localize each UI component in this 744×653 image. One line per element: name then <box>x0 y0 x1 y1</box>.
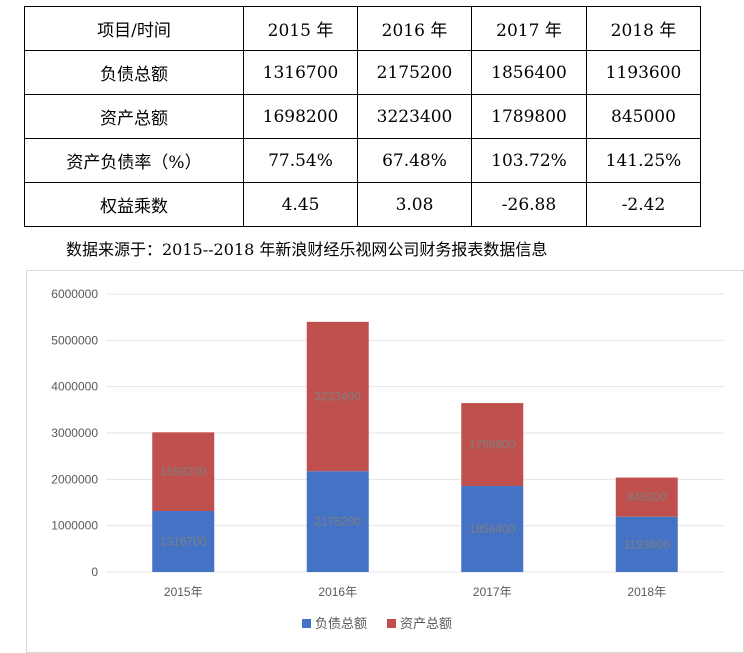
table-cell: 141.25% <box>586 138 701 183</box>
table-cell: 2018 年 <box>586 6 701 51</box>
y-tick-label: 2000000 <box>51 472 98 486</box>
x-tick-label: 2018年 <box>627 585 666 599</box>
data-label: 1193600 <box>624 537 670 551</box>
bar-segment <box>306 471 369 572</box>
table-row: 资产总额 1698200 3223400 1789800 845000 <box>24 94 701 139</box>
table-cell: 3.08 <box>357 182 472 227</box>
bar-segment <box>615 516 678 572</box>
financial-table: 项目/时间 2015 年 2016 年 2017 年 2018 年负债总额 1316700… <box>24 6 701 227</box>
table-row: 权益乘数 4.45 3.08 -26.88 -2.42 <box>24 182 701 227</box>
table-cell: 1193600 <box>586 50 701 95</box>
bar-segment <box>306 321 369 472</box>
stacked-bar-chart: 0 1000000 2000000 3000000 4000000 5000000 6000… <box>26 270 744 653</box>
y-tick-label: 1000000 <box>51 519 98 533</box>
y-tick-label: 6000000 <box>51 287 98 301</box>
table-cell: 项目/时间 <box>24 6 244 51</box>
table-cell: 2175200 <box>357 50 472 95</box>
table-cell: 1316700 <box>243 50 358 95</box>
y-tick-label: 4000000 <box>51 380 98 394</box>
table-cell: -26.88 <box>471 182 587 227</box>
source-note: 数据来源于：2015--2018 年新浪财经乐视网公司财务报表数据信息 <box>66 240 548 259</box>
table-cell: 负债总额 <box>24 50 244 95</box>
legend-label: 资产总额 <box>400 616 452 631</box>
table-cell: 资产总额 <box>24 94 244 139</box>
table-cell: 845000 <box>586 94 701 139</box>
table-cell: 2016 年 <box>357 6 472 51</box>
x-tick-label: 2016年 <box>318 585 357 599</box>
table-cell: 3223400 <box>357 94 472 139</box>
data-label: 1698200 <box>160 465 207 479</box>
data-label: 2175200 <box>314 515 361 529</box>
y-tick-label: 0 <box>91 565 98 579</box>
bar-segment <box>615 477 678 517</box>
table-cell: 1856400 <box>471 50 587 95</box>
legend-label: 负债总额 <box>315 616 367 631</box>
table-cell: 1698200 <box>243 94 358 139</box>
bar-segment <box>461 485 524 572</box>
x-tick-label: 2017年 <box>473 585 512 599</box>
y-tick-label: 3000000 <box>51 426 98 440</box>
bar-segment <box>152 432 215 511</box>
table-cell: 103.72% <box>471 138 587 183</box>
data-label: 1789800 <box>469 438 516 452</box>
bar-segment <box>152 510 215 572</box>
x-tick-label: 2015年 <box>164 585 203 599</box>
table-row: 资产负债率（%） 77.54% 67.48% 103.72% 141.25% <box>24 138 701 183</box>
data-label: 1316700 <box>160 534 207 548</box>
table-cell: 2017 年 <box>471 6 587 51</box>
legend-swatch <box>302 619 311 628</box>
data-label: 845000 <box>627 490 667 504</box>
table-cell: 4.45 <box>243 182 358 227</box>
table-cell: 67.48% <box>357 138 472 183</box>
chart-svg: 0 1000000 2000000 3000000 4000000 5000000 6000… <box>26 270 744 653</box>
table-cell: 77.54% <box>243 138 358 183</box>
table-cell: 1789800 <box>471 94 587 139</box>
table-header-row: 项目/时间 2015 年 2016 年 2017 年 2018 年 <box>24 6 701 51</box>
data-label: 3223400 <box>314 390 361 404</box>
bar-segment <box>461 403 524 486</box>
table-row: 负债总额 1316700 2175200 1856400 1193600 <box>24 50 701 95</box>
y-tick-label: 5000000 <box>51 333 98 347</box>
data-label: 1856400 <box>469 522 516 536</box>
table-cell: 权益乘数 <box>24 182 244 227</box>
legend-swatch <box>387 619 396 628</box>
table-cell: 2015 年 <box>243 6 358 51</box>
table-cell: 资产负债率（%） <box>24 138 244 183</box>
table-cell: -2.42 <box>586 182 701 227</box>
